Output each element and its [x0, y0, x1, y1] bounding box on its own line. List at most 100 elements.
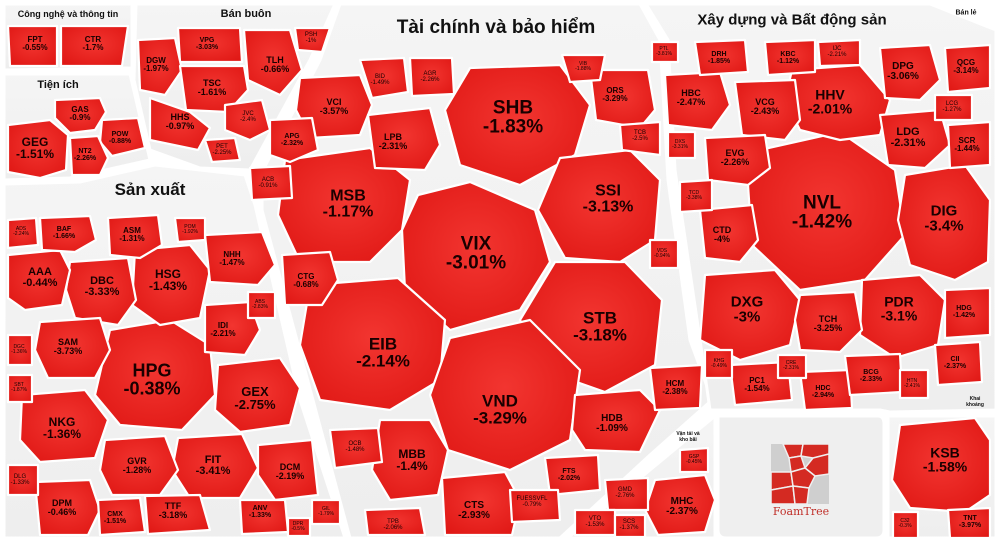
- stock-cell-agr[interactable]: [408, 56, 456, 98]
- stock-cell-hcm[interactable]: [648, 363, 704, 412]
- stock-cell-fpt[interactable]: [6, 24, 59, 68]
- stock-cell-tcb[interactable]: [618, 120, 662, 157]
- stock-cell-hdc[interactable]: [798, 368, 854, 412]
- stock-cell-bcg[interactable]: [843, 352, 904, 397]
- stock-cell-tpb[interactable]: [363, 506, 427, 537]
- stock-cell-ijc[interactable]: [816, 38, 862, 68]
- stock-cell-sbt[interactable]: [6, 373, 34, 404]
- stock-cell-gil[interactable]: [310, 498, 342, 526]
- stock-cell-ads[interactable]: [6, 216, 40, 250]
- stock-cell-bid[interactable]: [358, 56, 410, 100]
- stock-cell-mbb[interactable]: [370, 418, 450, 502]
- stock-cell-cre[interactable]: [776, 353, 808, 380]
- stock-cell-ctg[interactable]: [280, 250, 340, 307]
- stock-cell-qcg[interactable]: [943, 43, 992, 94]
- foamtree-logo-text: FoamTree: [772, 505, 830, 518]
- stock-cell-cts[interactable]: [440, 470, 522, 537]
- stock-cell-dpg[interactable]: [878, 43, 942, 102]
- stock-cell-dlg[interactable]: [6, 463, 40, 497]
- stock-cell-fts[interactable]: [543, 453, 602, 497]
- stock-cell-nkg[interactable]: [18, 388, 110, 464]
- stock-cell-tlh[interactable]: [242, 28, 304, 97]
- stock-cell-dcm[interactable]: [256, 438, 320, 502]
- stock-cell-kbc[interactable]: [763, 38, 817, 77]
- stock-cell-pc1[interactable]: [728, 360, 794, 407]
- stock-cell-vix[interactable]: [400, 180, 552, 332]
- stock-cell-htn[interactable]: [898, 368, 930, 400]
- stock-cell-gex[interactable]: [213, 356, 302, 434]
- stock-cell-vib[interactable]: [560, 53, 607, 84]
- stock-cell-tcd[interactable]: [678, 178, 714, 214]
- stock-cell-hhs[interactable]: [148, 96, 212, 152]
- stock-cell-gsp[interactable]: [678, 446, 710, 474]
- stock-cell-pom[interactable]: [173, 216, 207, 244]
- stock-cell-ssi[interactable]: [536, 148, 662, 264]
- stock-cell-vto[interactable]: [573, 508, 617, 537]
- stock-cell-dgw[interactable]: [136, 36, 184, 97]
- stock-cell-gvr[interactable]: [98, 434, 180, 497]
- stock-cell-vnd[interactable]: [428, 318, 582, 472]
- stock-cell-nt2[interactable]: [68, 134, 110, 177]
- stock-cell-abs[interactable]: [246, 290, 277, 320]
- stock-cell-pow[interactable]: [98, 116, 147, 158]
- stock-cell-anv[interactable]: [238, 498, 290, 536]
- stock-cell-eib[interactable]: [298, 276, 447, 412]
- stock-cell-ptl[interactable]: [650, 40, 680, 64]
- stock-cell-khg[interactable]: [703, 348, 734, 380]
- stock-cell-apg[interactable]: [268, 116, 320, 164]
- stock-cell-tch[interactable]: [793, 290, 864, 354]
- stock-cell-cii[interactable]: [933, 340, 984, 387]
- stock-cell-vds[interactable]: [648, 238, 680, 270]
- stock-cell-vci[interactable]: [294, 73, 374, 140]
- stock-cell-dpr[interactable]: [286, 516, 312, 538]
- group-title-wholesale: Bán buôn: [220, 8, 272, 20]
- stock-cell-shb[interactable]: [443, 63, 592, 187]
- stock-cell-cmx[interactable]: [96, 496, 147, 537]
- stock-cell-ors[interactable]: [588, 68, 657, 130]
- stock-cell-dbc[interactable]: [64, 256, 138, 327]
- stock-cell-dxg[interactable]: [698, 268, 802, 362]
- stock-cell-scr[interactable]: [946, 120, 992, 170]
- stock-cell-geg[interactable]: [6, 118, 70, 180]
- stock-cell-gas[interactable]: [53, 96, 108, 135]
- stock-cell-ksb[interactable]: [890, 416, 992, 514]
- stock-cell-tsc[interactable]: [178, 64, 250, 114]
- stock-cell-gmd[interactable]: [603, 476, 650, 512]
- stock-cell-mhc[interactable]: [643, 473, 717, 537]
- stock-cell-dxs[interactable]: [666, 130, 697, 160]
- stock-cell-scs[interactable]: [613, 513, 647, 539]
- stock-cell-dgc[interactable]: [6, 333, 34, 367]
- stock-cell-aaa[interactable]: [6, 248, 72, 312]
- stock-cell-acb[interactable]: [248, 164, 294, 202]
- stock-cell-pet[interactable]: [203, 136, 242, 164]
- stock-cell-evg[interactable]: [703, 133, 772, 187]
- stock-cell-nhh[interactable]: [203, 230, 277, 287]
- stock-cell-vcg[interactable]: [733, 78, 802, 142]
- stock-cell-ttf[interactable]: [143, 493, 212, 536]
- stock-cell-asm[interactable]: [106, 213, 164, 260]
- stock-cell-lpb[interactable]: [366, 106, 442, 172]
- group-title-tech: Công nghệ và thông tin: [17, 9, 119, 19]
- stock-cell-lcg[interactable]: [933, 93, 974, 122]
- stock-cell-drh[interactable]: [693, 38, 750, 77]
- stock-cell-idi[interactable]: [203, 300, 262, 357]
- stock-cell-tnt[interactable]: [946, 506, 992, 540]
- stock-cell-hpg[interactable]: [93, 318, 217, 432]
- stock-cell-dig[interactable]: [896, 163, 992, 282]
- stock-cell-hdg[interactable]: [943, 286, 992, 340]
- stock-cell-jvc[interactable]: [223, 98, 272, 142]
- stock-cell-ldg[interactable]: [878, 108, 952, 170]
- stock-cell-vpg[interactable]: [176, 26, 244, 64]
- stock-cell-sam[interactable]: [33, 316, 112, 380]
- stock-cell-psh[interactable]: [293, 26, 332, 54]
- stock-cell-fuessvfl[interactable]: [508, 488, 562, 524]
- stock-cell-fit[interactable]: [170, 432, 260, 500]
- stock-cell-baf[interactable]: [38, 214, 98, 254]
- stock-cell-ctr[interactable]: [59, 24, 130, 68]
- stock-cell-hdb[interactable]: [570, 388, 662, 454]
- stock-cell-c32[interactable]: [891, 510, 920, 540]
- foamtree-logo-icon: [771, 444, 829, 504]
- stock-cell-ctd[interactable]: [698, 203, 760, 264]
- stock-cell-dpm[interactable]: [33, 478, 102, 537]
- stock-cell-ocb[interactable]: [328, 426, 384, 470]
